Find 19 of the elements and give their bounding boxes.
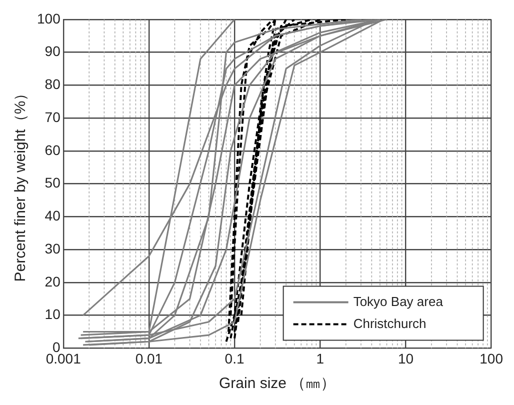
x-tick-label: 100 — [480, 350, 504, 366]
y-tick-label: 70 — [44, 108, 61, 125]
y-tick-label: 50 — [44, 174, 61, 191]
x-tick-label: 10 — [398, 350, 414, 366]
y-axis-title: Percent finer by weight（%） — [12, 86, 30, 282]
y-tick-label: 30 — [44, 240, 61, 256]
legend-label: Christchurch — [353, 316, 426, 331]
y-tick-label: 100 — [37, 10, 61, 26]
y-tick-label: 80 — [44, 76, 61, 92]
y-tick-label: 40 — [44, 208, 61, 224]
x-tick-label: 0.01 — [135, 350, 163, 366]
x-tick-label: 1 — [316, 350, 324, 366]
x-axis-title: Grain size （㎜） — [218, 375, 336, 392]
y-tick-label: 20 — [44, 273, 61, 290]
x-tick-label: 0.1 — [224, 350, 244, 366]
y-tick-label: 10 — [44, 306, 61, 322]
legend-label: Tokyo Bay area — [353, 294, 444, 309]
y-tick-label: 90 — [44, 43, 61, 60]
y-tick-label: 60 — [44, 142, 61, 158]
